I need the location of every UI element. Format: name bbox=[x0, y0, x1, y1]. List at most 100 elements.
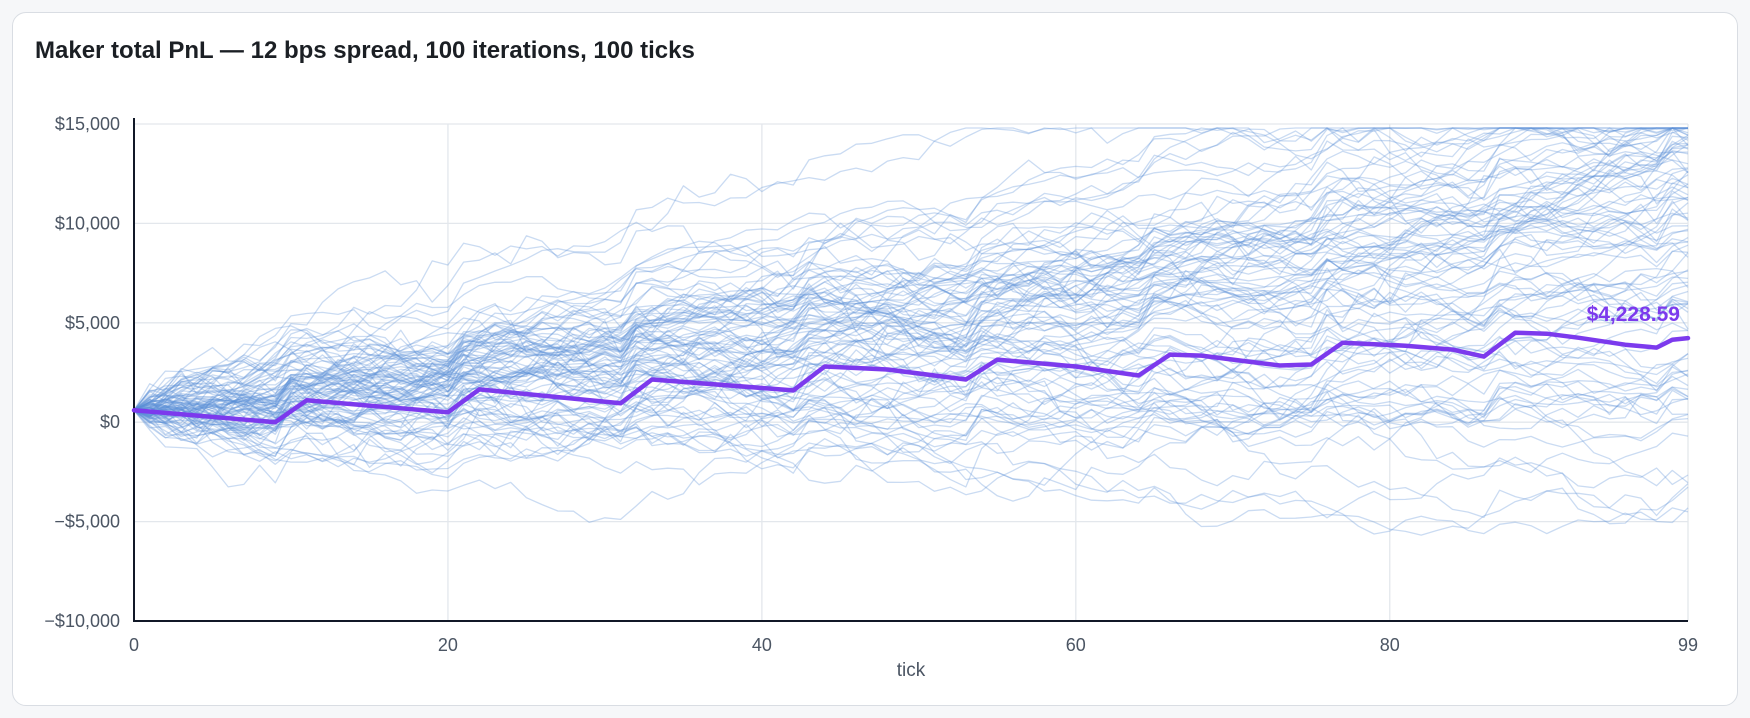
iteration-line bbox=[133, 143, 1689, 411]
iteration-line bbox=[133, 127, 1688, 422]
iteration-line bbox=[133, 142, 1689, 442]
x-tick-label: 40 bbox=[752, 635, 772, 655]
iteration-line bbox=[133, 270, 1689, 418]
iteration-line bbox=[133, 143, 1689, 429]
y-tick-label: $15,000 bbox=[55, 114, 120, 134]
chart-card: Maker total PnL — 12 bps spread, 100 ite… bbox=[12, 12, 1738, 706]
iteration-line bbox=[133, 208, 1689, 411]
iteration-line bbox=[133, 376, 1689, 487]
iteration-line bbox=[133, 212, 1689, 430]
iteration-line bbox=[133, 291, 1689, 488]
iteration-line bbox=[133, 127, 1689, 426]
iteration-line bbox=[133, 183, 1689, 437]
iteration-line bbox=[133, 137, 1689, 421]
iteration-line bbox=[133, 296, 1689, 456]
iteration-line bbox=[133, 320, 1689, 420]
iteration-line bbox=[133, 167, 1689, 428]
iteration-line bbox=[133, 347, 1689, 442]
iteration-line bbox=[133, 127, 1689, 411]
x-tick-label: 60 bbox=[1066, 635, 1086, 655]
iteration-line bbox=[133, 127, 1688, 411]
iteration-line bbox=[133, 127, 1689, 411]
iteration-line bbox=[133, 381, 1689, 525]
iteration-line bbox=[133, 363, 1689, 465]
iteration-line bbox=[133, 299, 1689, 419]
iteration-line bbox=[133, 202, 1689, 416]
iteration-line bbox=[133, 196, 1689, 425]
iteration-line bbox=[133, 269, 1689, 427]
y-tick-label: −$5,000 bbox=[54, 512, 120, 532]
iteration-line bbox=[133, 212, 1689, 440]
iteration-line bbox=[133, 182, 1689, 432]
x-axis-title: tick bbox=[897, 660, 926, 681]
iteration-line bbox=[133, 127, 1688, 411]
iteration-line bbox=[133, 378, 1689, 473]
iteration-line bbox=[133, 233, 1689, 412]
iteration-line bbox=[133, 127, 1688, 412]
iteration-line bbox=[133, 256, 1689, 418]
iteration-line bbox=[133, 369, 1689, 453]
y-tick-label: −$10,000 bbox=[44, 611, 120, 631]
iteration-line bbox=[133, 127, 1688, 419]
mean-end-label: $4,228.59 bbox=[1587, 303, 1680, 326]
iteration-line bbox=[133, 140, 1689, 415]
iteration-line bbox=[133, 228, 1689, 416]
iteration-line bbox=[133, 409, 1689, 535]
iteration-line bbox=[133, 385, 1689, 474]
iteration-line bbox=[133, 212, 1689, 437]
iteration-line bbox=[133, 127, 1688, 411]
iteration-line bbox=[133, 368, 1689, 439]
iteration-line bbox=[133, 127, 1689, 419]
iteration-line bbox=[133, 174, 1689, 411]
iteration-line bbox=[133, 369, 1689, 448]
x-tick-label: 20 bbox=[438, 635, 458, 655]
iteration-line bbox=[133, 150, 1689, 457]
iteration-line bbox=[133, 194, 1689, 424]
iteration-line bbox=[133, 286, 1689, 425]
iteration-line bbox=[133, 311, 1689, 432]
iteration-line bbox=[133, 134, 1689, 439]
mean-pnl-line bbox=[131, 330, 1691, 425]
iteration-line bbox=[133, 177, 1689, 411]
iteration-line bbox=[133, 131, 1689, 412]
x-tick-label: 0 bbox=[129, 635, 139, 655]
iteration-line bbox=[133, 289, 1689, 418]
iteration-line bbox=[133, 272, 1689, 435]
iteration-line bbox=[133, 158, 1689, 445]
chart-title: Maker total PnL — 12 bps spread, 100 ite… bbox=[35, 37, 695, 64]
iteration-line bbox=[133, 127, 1688, 427]
x-tick-label: 99 bbox=[1678, 635, 1698, 655]
iteration-line bbox=[133, 150, 1689, 411]
iteration-line bbox=[133, 334, 1689, 469]
iteration-line bbox=[133, 127, 1688, 411]
y-tick-label: $5,000 bbox=[65, 313, 120, 333]
iteration-line bbox=[133, 127, 1689, 435]
iteration-line bbox=[133, 159, 1689, 411]
iteration-line bbox=[133, 250, 1689, 437]
iteration-line bbox=[133, 388, 1689, 524]
iteration-line bbox=[133, 228, 1689, 412]
iteration-line bbox=[133, 127, 1689, 411]
iteration-line bbox=[133, 369, 1689, 459]
iteration-line bbox=[133, 127, 1689, 411]
y-tick-label: $10,000 bbox=[55, 213, 120, 233]
iteration-line bbox=[133, 393, 1689, 502]
iteration-line bbox=[133, 265, 1689, 444]
iteration-line bbox=[133, 344, 1689, 517]
iteration-line bbox=[133, 134, 1689, 418]
iteration-line bbox=[133, 168, 1689, 411]
iteration-line bbox=[133, 221, 1689, 411]
iteration-line bbox=[133, 127, 1689, 411]
iteration-line bbox=[133, 303, 1689, 413]
iteration-line bbox=[133, 196, 1689, 436]
iteration-line bbox=[133, 253, 1689, 474]
iteration-line bbox=[133, 169, 1689, 411]
iteration-line bbox=[133, 151, 1689, 411]
iteration-line bbox=[133, 186, 1689, 465]
iteration-line bbox=[133, 209, 1689, 412]
iteration-line bbox=[133, 409, 1689, 536]
iteration-line bbox=[133, 361, 1689, 442]
iteration-line bbox=[133, 230, 1689, 423]
iteration-line bbox=[133, 384, 1689, 519]
